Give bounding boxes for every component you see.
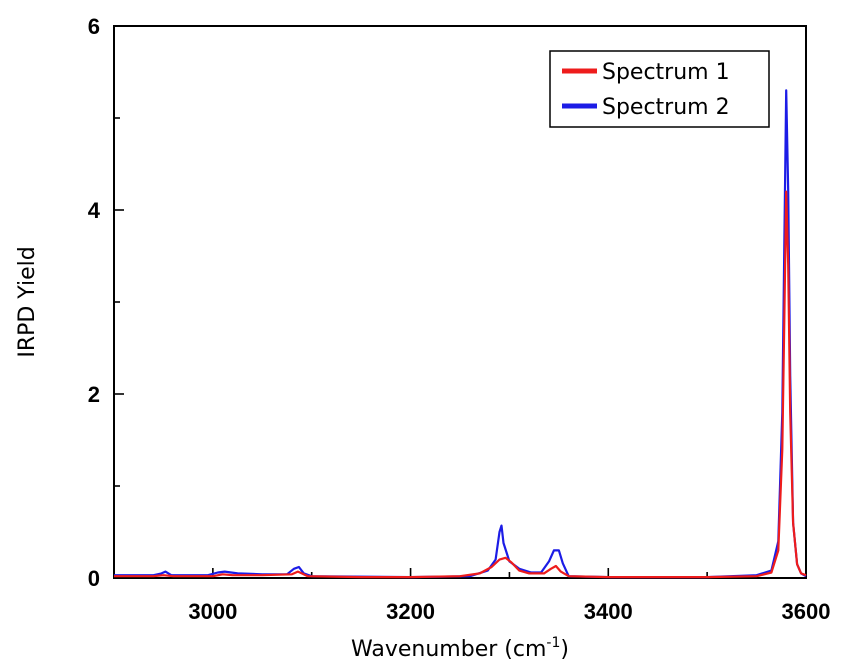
legend-label-spectrum-2: Spectrum 2: [602, 95, 730, 120]
x-axis-title: Wavenumber (cm-1): [351, 635, 569, 662]
y-axis-title: IRPD Yield: [15, 246, 40, 357]
x-axis-title-superscript: -1: [546, 635, 560, 651]
series-layer: [114, 89, 807, 579]
legend-label-spectrum-1: Spectrum 1: [602, 60, 730, 85]
y-tick-label: 4: [88, 198, 101, 223]
x-axis: 3000 3200 3400 3600: [113, 568, 831, 624]
legend-box: [549, 50, 770, 128]
x-tick-label: 3200: [386, 599, 435, 624]
y-tick-label: 0: [88, 566, 100, 591]
legend: Spectrum 1 Spectrum 2: [549, 50, 770, 128]
x-tick-label: 3600: [782, 599, 831, 624]
series-line-spectrum-2: [114, 89, 807, 579]
x-tick-label: 3000: [188, 599, 237, 624]
y-tick-label: 2: [88, 382, 100, 407]
x-tick-label: 3400: [584, 599, 633, 624]
series-line-spectrum-1: [114, 190, 807, 579]
y-tick-label: 6: [88, 14, 100, 39]
y-axis: 0 2 4 6: [88, 14, 124, 591]
x-axis-title-text: Wavenumber (cm: [351, 637, 546, 662]
x-axis-title-end: ): [560, 637, 569, 662]
